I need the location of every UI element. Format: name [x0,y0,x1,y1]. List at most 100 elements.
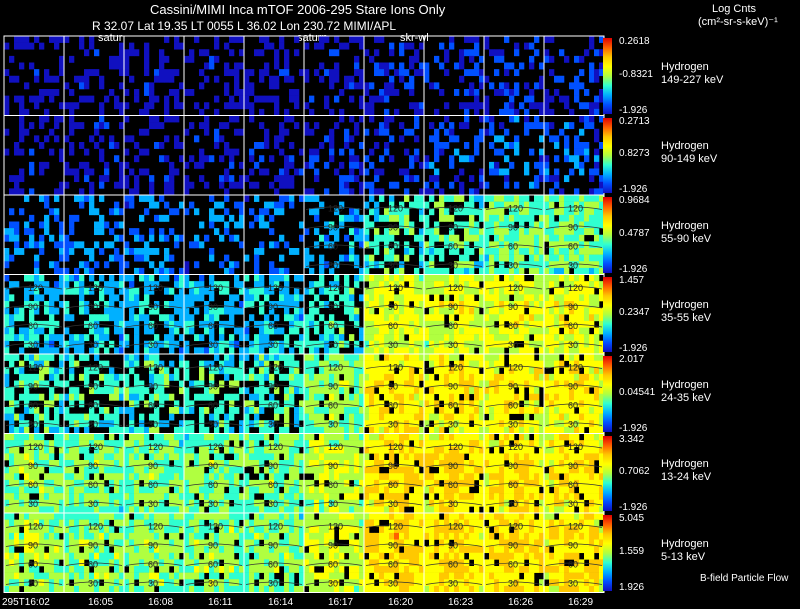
heatmap-cell [244,373,250,381]
heatmap-cell [589,201,595,209]
heatmap-cell [509,108,515,116]
heatmap-cell [504,82,510,90]
heatmap-cell [369,55,375,63]
heatmap-cell [344,274,350,282]
heatmap-cell [149,89,155,96]
heatmap-cell [199,334,205,342]
heatmap-cell [19,373,25,381]
heatmap-cell [524,334,530,342]
heatmap-cell [399,221,405,229]
heatmap-cell [454,373,460,381]
heatmap-cell [499,287,505,295]
heatmap-cell [534,208,540,216]
heatmap-cell [599,347,605,355]
heatmap-cell [364,400,370,408]
heatmap-cell [204,122,210,130]
heatmap-cell [399,122,405,130]
heatmap-cell [54,208,60,216]
heatmap-cell [474,102,480,110]
heatmap-cell [124,506,130,514]
heatmap-cell [24,433,30,441]
heatmap-cell [54,440,60,448]
heatmap-cell [119,208,125,216]
heatmap-cell [434,142,440,149]
heatmap-cell [379,373,385,381]
heatmap-cell [529,400,535,408]
heatmap-cell [544,214,550,222]
heatmap-cell [34,446,40,454]
heatmap-cell [589,228,595,236]
heatmap-cell [379,281,385,289]
heatmap-cell [384,82,390,90]
heatmap-cell [554,135,560,143]
heatmap-cell [94,473,100,481]
heatmap-cell [129,274,135,282]
heatmap-cell [224,479,230,487]
heatmap-cell [134,234,140,242]
heatmap-cell [304,188,310,196]
heatmap-cell [304,400,310,408]
heatmap-cell [349,82,355,90]
heatmap-cell [104,493,110,501]
heatmap-cell [474,62,480,70]
heatmap-cell [214,214,220,222]
heatmap-cell [244,95,250,103]
heatmap-cell [59,433,65,441]
heatmap-cell [299,340,305,348]
heatmap-cell [509,201,515,209]
heatmap-cell [84,175,90,183]
heatmap-cell [419,254,425,262]
heatmap-cell [389,254,395,262]
heatmap-cell [79,413,85,421]
heatmap-panel [363,35,425,116]
heatmap-cell [344,128,350,136]
heatmap-cell [559,320,565,328]
heatmap-cell [514,49,520,57]
heatmap-cell [569,281,575,289]
heatmap-cell [129,486,135,494]
heatmap-cell [79,486,85,494]
heatmap-cell [519,301,525,308]
heatmap-cell [484,115,490,123]
heatmap-cell [539,168,545,176]
heatmap-cell [519,307,525,315]
heatmap-cell [259,453,265,461]
heatmap-cell [229,314,235,322]
heatmap-cell [459,287,465,295]
heatmap-cell [499,208,505,216]
heatmap-cell [104,413,110,421]
heatmap-cell [419,327,425,335]
heatmap-cell [574,380,580,388]
heatmap-cell [74,334,80,342]
heatmap-cell [319,373,325,381]
heatmap-cell [514,347,520,355]
heatmap-cell [549,307,555,315]
heatmap-cell [284,387,290,395]
heatmap-cell [64,102,70,110]
heatmap-cell [539,294,545,302]
heatmap-cell [394,294,400,302]
heatmap-cell [424,407,430,414]
heatmap-cell [69,248,75,255]
heatmap-cell [214,367,220,375]
heatmap-cell [404,42,410,50]
heatmap-cell [294,433,300,441]
heatmap-cell [49,453,55,461]
heatmap-cell [319,393,325,401]
heatmap-cell [9,486,15,494]
heatmap-cell [594,327,600,335]
heatmap-cell [539,347,545,355]
heatmap-cell [249,301,255,308]
heatmap-cell [489,426,495,434]
contour-line [65,384,123,388]
heatmap-cell [504,181,510,189]
contour-label: 120 [148,363,163,373]
heatmap-cell [554,307,560,315]
heatmap-cell [564,301,570,308]
heatmap-cell [534,340,540,348]
heatmap-cell [449,413,455,421]
heatmap-cell [424,274,430,282]
